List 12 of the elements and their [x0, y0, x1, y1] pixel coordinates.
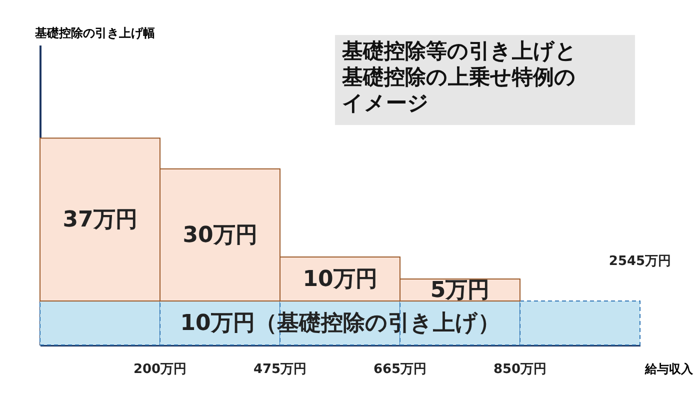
text: 665万円: [373, 362, 427, 377]
data-label: 30万円: [182, 222, 258, 248]
data-label: 37万円: [62, 208, 138, 233]
data-label: 10万円: [302, 266, 378, 292]
text: 基礎控除の引き上げ幅: [34, 26, 155, 40]
annotation: 2545万円: [608, 254, 672, 269]
chart-title: 基礎控除等の引き上げと基礎控除の上乗せ特例のイメージ: [341, 39, 577, 115]
text: 200万円: [133, 362, 187, 377]
x-axis-title: 給与収入: [644, 362, 694, 376]
text: 850万円: [493, 362, 547, 377]
text: 475万円: [253, 362, 307, 377]
data-label: 5万円: [430, 278, 490, 303]
